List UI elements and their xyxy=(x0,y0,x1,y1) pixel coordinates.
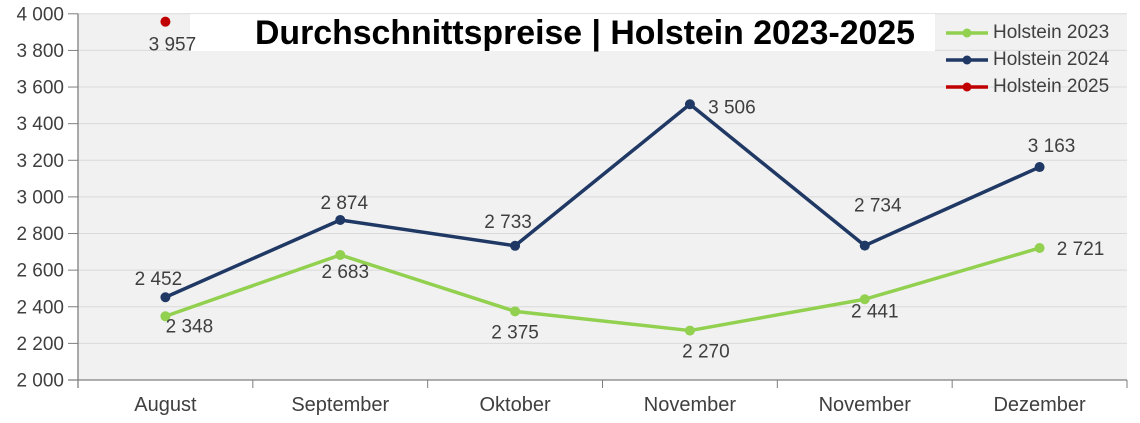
data-point xyxy=(859,294,870,305)
data-point xyxy=(684,99,695,110)
x-axis-label: Dezember xyxy=(993,394,1086,416)
y-axis-tick-label: 2 000 xyxy=(16,371,64,392)
legend-label-2024: Holstein 2024 xyxy=(993,48,1110,70)
y-axis-tick-label: 2 200 xyxy=(16,334,64,355)
data-point xyxy=(859,240,870,251)
data-label: 2 721 xyxy=(1057,239,1105,260)
y-axis-tick-label: 4 000 xyxy=(16,4,64,25)
data-point xyxy=(160,16,171,27)
y-axis-tick-label: 2 600 xyxy=(16,261,64,282)
y-axis-tick-label: 3 000 xyxy=(16,187,64,208)
data-point xyxy=(684,325,695,336)
legend-item-holstein-2025: Holstein 2025 xyxy=(944,73,1109,100)
x-axis-label: November xyxy=(819,394,912,416)
y-axis-tick-label: 3 600 xyxy=(16,78,64,99)
data-point xyxy=(160,311,171,322)
data-label: 2 733 xyxy=(484,212,532,233)
y-axis-tick-label: 2 800 xyxy=(16,224,64,245)
y-axis-tick-label: 2 400 xyxy=(16,297,64,318)
legend-marker-2024-icon xyxy=(946,55,988,64)
data-label: 3 957 xyxy=(149,35,197,56)
legend-label-2025: Holstein 2025 xyxy=(993,75,1110,97)
x-axis-label: November xyxy=(644,394,737,416)
data-label: 2 270 xyxy=(682,342,730,363)
legend-item-holstein-2024: Holstein 2024 xyxy=(944,46,1109,73)
title-band xyxy=(190,14,935,51)
data-point xyxy=(335,214,346,225)
x-axis-label: Oktober xyxy=(480,394,551,416)
legend-item-holstein-2023: Holstein 2023 xyxy=(944,19,1109,46)
data-label: 3 163 xyxy=(1028,136,1076,157)
chart-title: Durchschnittspreise | Holstein 2023-2025 xyxy=(255,14,915,52)
data-label: 2 441 xyxy=(851,301,899,322)
data-point xyxy=(160,292,171,303)
x-axis-label: August xyxy=(134,394,197,416)
legend-label-2023: Holstein 2023 xyxy=(993,21,1110,43)
data-point xyxy=(510,306,521,317)
data-point xyxy=(1034,162,1045,173)
data-label: 2 874 xyxy=(320,193,368,214)
data-label: 2 734 xyxy=(854,196,902,217)
series-line-1 xyxy=(163,246,1042,333)
data-label: 2 452 xyxy=(135,269,183,290)
legend-marker-2023-icon xyxy=(946,28,988,37)
data-label: 2 683 xyxy=(321,262,369,283)
data-label: 3 506 xyxy=(708,97,756,118)
data-label: 2 375 xyxy=(491,322,539,343)
y-axis-tick-label: 3 400 xyxy=(16,114,64,135)
series-line-2 xyxy=(163,102,1042,299)
data-label: 2 348 xyxy=(166,316,214,337)
y-axis-tick-label: 3 800 xyxy=(16,41,64,62)
data-point xyxy=(335,249,346,260)
y-axis-tick-label: 3 200 xyxy=(16,151,64,172)
data-point xyxy=(1034,242,1045,253)
legend: Holstein 2023 Holstein 2024 Holstein 202… xyxy=(944,19,1109,100)
legend-marker-2025-icon xyxy=(946,82,988,91)
data-point xyxy=(510,240,521,251)
x-axis-label: September xyxy=(291,394,389,416)
